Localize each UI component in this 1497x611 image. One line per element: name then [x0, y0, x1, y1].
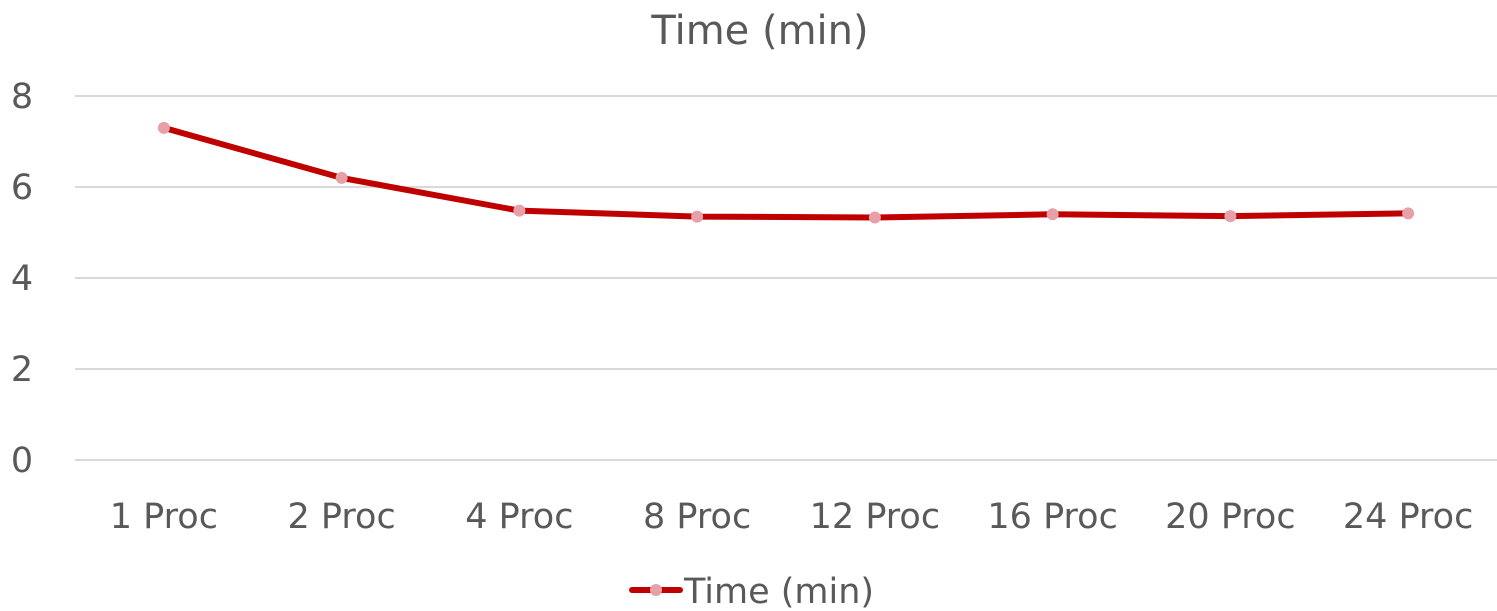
y-tick-label: 2 — [11, 350, 33, 390]
y-axis-tick-labels: 0 2 4 6 8 — [11, 77, 33, 481]
x-axis-tick-labels: 1 Proc 2 Proc 4 Proc 8 Proc 12 Proc 16 Proc 20… — [110, 497, 1474, 537]
data-point[interactable] — [868, 211, 881, 224]
legend-label: Time (min) — [683, 572, 874, 611]
y-tick-label: 4 — [11, 259, 33, 299]
data-point[interactable] — [157, 121, 170, 134]
data-point[interactable] — [1402, 207, 1415, 220]
data-point[interactable] — [335, 171, 348, 184]
x-tick-label: 2 Proc — [288, 497, 396, 537]
data-point[interactable] — [1046, 208, 1059, 221]
x-tick-label: 12 Proc — [810, 497, 940, 537]
gridlines — [75, 95, 1497, 461]
x-tick-label: 24 Proc — [1343, 497, 1473, 537]
legend[interactable]: Time (min) — [629, 572, 874, 611]
series-line — [160, 124, 1412, 221]
data-point[interactable] — [1224, 210, 1237, 223]
chart-title: Time (min) — [650, 8, 868, 54]
data-point[interactable] — [691, 210, 704, 223]
x-tick-label: 16 Proc — [987, 497, 1117, 537]
x-tick-label: 8 Proc — [643, 497, 751, 537]
x-tick-label: 4 Proc — [465, 497, 573, 537]
x-tick-label: 1 Proc — [110, 497, 218, 537]
x-tick-label: 20 Proc — [1165, 497, 1295, 537]
y-tick-label: 0 — [11, 441, 33, 481]
data-point[interactable] — [513, 204, 526, 217]
series-layer — [157, 121, 1415, 224]
y-tick-label: 6 — [11, 168, 33, 208]
y-tick-label: 8 — [11, 77, 33, 117]
legend-swatch-marker — [650, 584, 662, 596]
